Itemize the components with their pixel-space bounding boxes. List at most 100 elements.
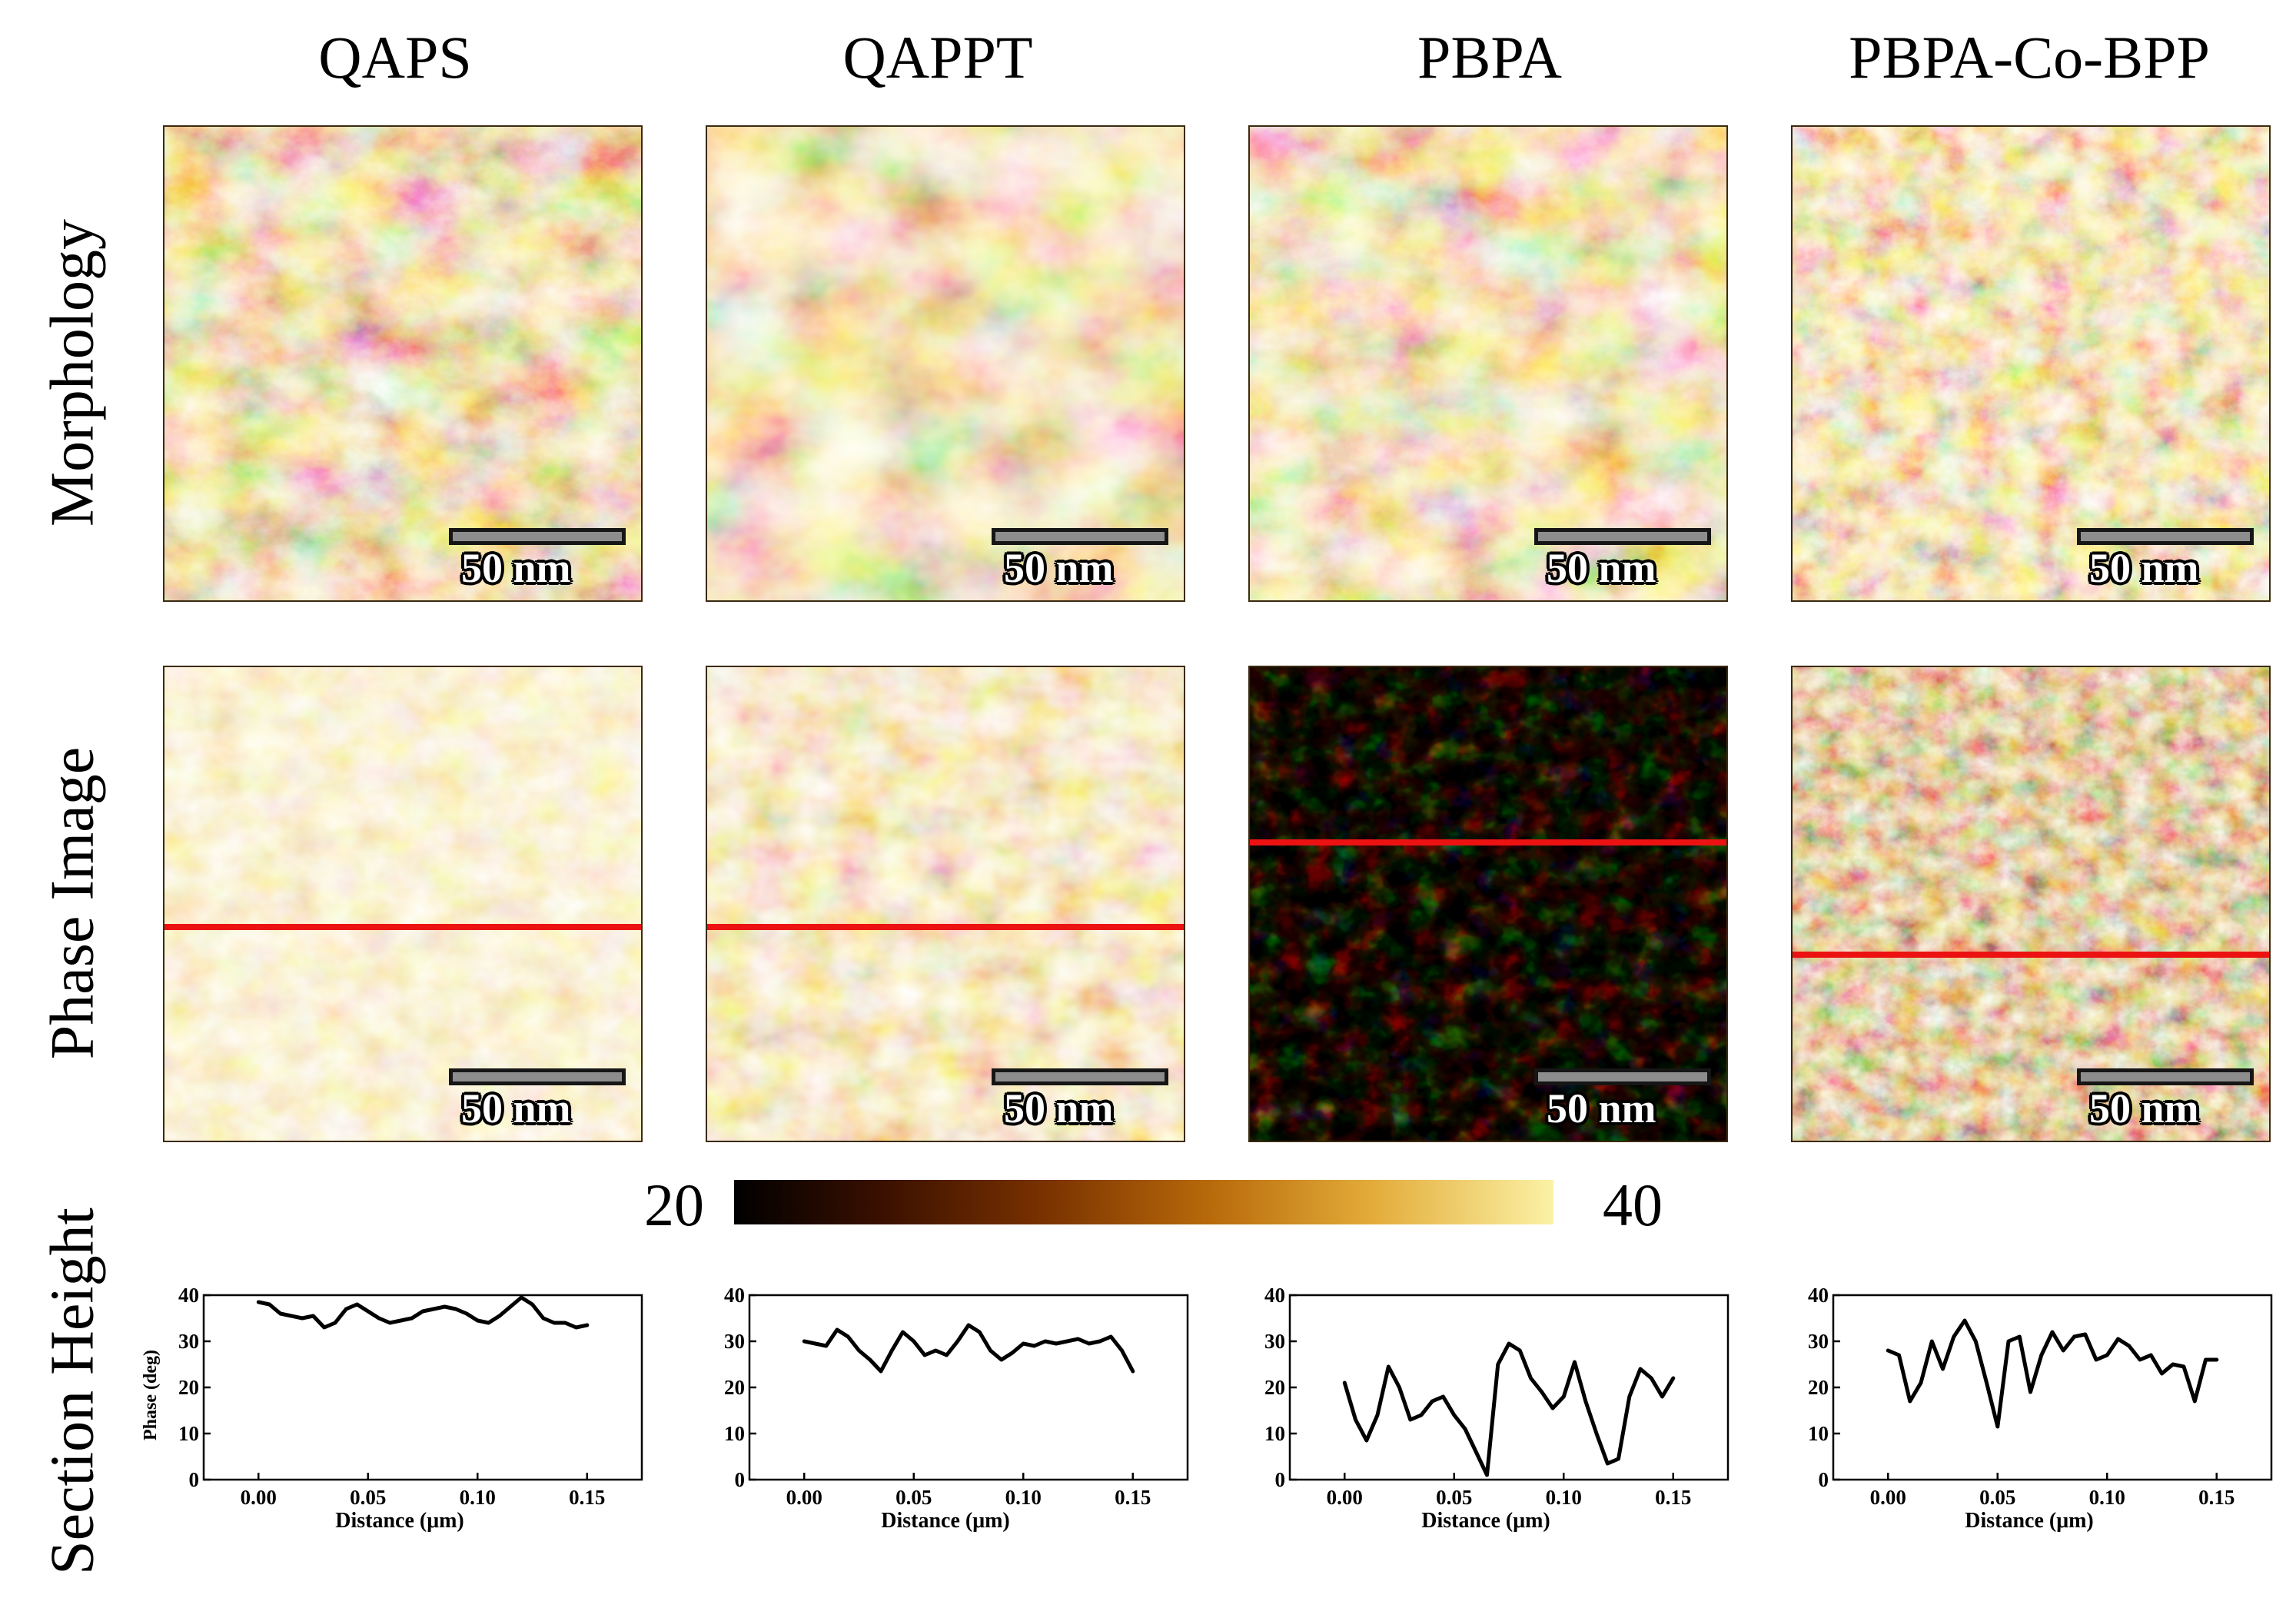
afm-texture: [1793, 667, 2269, 1141]
scale-bar: 50 nm: [1534, 1068, 1711, 1131]
phase-image-qappt: 50 nm: [706, 666, 1185, 1142]
scale-bar: 50 nm: [2077, 1068, 2254, 1131]
scale-bar-label: 50 nm: [1547, 1085, 1656, 1131]
x-tick-label: 0.05: [1979, 1486, 2015, 1509]
morphology-image-qaps: 50 nm: [163, 125, 643, 602]
y-tick-label: 30: [724, 1330, 745, 1353]
scale-bar-line: [2077, 528, 2254, 545]
y-tick-label: 0: [189, 1468, 200, 1491]
y-tick-label: 20: [724, 1376, 745, 1399]
x-tick-label: 0.05: [350, 1486, 386, 1509]
plot-frame: [202, 1294, 643, 1481]
section-line: [1793, 952, 2269, 958]
y-tick-label: 40: [724, 1284, 745, 1307]
scale-bar-label: 50 nm: [1004, 1085, 1114, 1131]
x-tick-label: 0.05: [1436, 1486, 1472, 1509]
plot-frame: [1288, 1294, 1729, 1481]
colorbar: [734, 1180, 1553, 1224]
x-tick-label: 0.15: [569, 1486, 605, 1509]
phase-image-pbpa: 50 nm: [1248, 666, 1728, 1142]
y-tick-label: 0: [735, 1468, 746, 1491]
plot-frame: [1832, 1294, 2273, 1481]
morphology-image-qappt: 50 nm: [706, 125, 1185, 602]
column-title-pbpa: PBPA: [1417, 24, 1562, 91]
row-label-section-height: Section Height: [38, 1208, 107, 1575]
y-tick-label: 10: [724, 1422, 745, 1445]
x-tick-label: 0.15: [2198, 1486, 2235, 1509]
scale-bar: 50 nm: [449, 528, 626, 591]
scale-bar-label: 50 nm: [1547, 545, 1656, 591]
x-tick-label: 0.00: [241, 1486, 277, 1509]
section-line: [707, 924, 1184, 930]
afm-texture: [707, 127, 1184, 600]
afm-texture: [707, 667, 1184, 1141]
x-tick-label: 0.15: [1655, 1486, 1691, 1509]
y-tick-label: 10: [1808, 1422, 1829, 1445]
y-tick-label: 10: [178, 1422, 199, 1445]
x-tick-label: 0.10: [460, 1486, 496, 1509]
y-tick-label: 40: [178, 1284, 199, 1307]
phase-profile-line: [1886, 1318, 2219, 1429]
scale-bar: 50 nm: [2077, 528, 2254, 591]
x-tick-label: 0.15: [1115, 1486, 1151, 1509]
afm-texture: [164, 127, 641, 600]
scale-bar-line: [449, 528, 626, 545]
y-tick-label: 40: [1808, 1284, 1829, 1307]
scale-bar: 50 nm: [992, 528, 1168, 590]
phase-image-qaps: 50 nm: [163, 666, 643, 1142]
scale-bar-line: [992, 528, 1168, 545]
phase-image-pbpa-co-bpp: 50 nm: [1791, 666, 2271, 1142]
column-title-qaps: QAPS: [318, 24, 472, 91]
scale-bar-line: [2077, 1068, 2254, 1085]
phase-profile-line: [1342, 1341, 1676, 1477]
colorbar-min-label: 20: [644, 1171, 704, 1238]
x-tick-label: 0.00: [786, 1486, 822, 1509]
afm-texture: [1250, 667, 1726, 1141]
row-label-phase-image: Phase Image: [38, 746, 107, 1060]
section-chart-qaps: 0.00 0.05 0.10 0.15 0 10 20 30 40 Distance (μm) Ph…: [141, 1284, 643, 1533]
morphology-image-pbpa: 50 nm: [1248, 125, 1728, 602]
scale-bar: 50 nm: [449, 1068, 626, 1130]
y-tick-label: 30: [178, 1330, 199, 1353]
section-chart-qappt: 0.00 0.05 0.10 0.15 0 10 20 30 40 Distance (μm): [724, 1284, 1189, 1533]
scale-bar-label: 50 nm: [2089, 545, 2199, 591]
y-tick-label: 20: [1264, 1376, 1285, 1399]
x-tick-label: 0.00: [1870, 1486, 1906, 1509]
y-tick-label: 0: [1275, 1468, 1286, 1491]
afm-texture: [1250, 127, 1726, 600]
y-tick-label: 0: [1819, 1468, 1829, 1491]
phase-profile-line: [802, 1323, 1135, 1374]
y-tick-label: 10: [1264, 1422, 1285, 1445]
y-tick-label: 30: [1808, 1330, 1829, 1353]
morphology-image-pbpa-co-bpp: 50 nm: [1791, 125, 2271, 602]
row-label-morphology: Morphology: [38, 219, 107, 527]
scale-bar-label: 50 nm: [2089, 1085, 2199, 1131]
y-tick-label: 30: [1264, 1330, 1285, 1353]
x-tick-label: 0.10: [1546, 1486, 1582, 1509]
y-tick-label: 20: [178, 1376, 199, 1399]
x-tick-label: 0.05: [895, 1486, 932, 1509]
x-tick-label: 0.10: [2089, 1486, 2125, 1509]
x-axis-label: Distance (μm): [335, 1509, 464, 1533]
afm-texture: [1793, 127, 2269, 600]
scale-bar-line: [449, 1068, 626, 1085]
scale-bar-line: [1534, 528, 1711, 545]
x-axis-label: Distance (μm): [1965, 1509, 2094, 1533]
section-line: [164, 924, 641, 930]
column-title-qappt: QAPPT: [842, 24, 1033, 91]
y-tick-label: 20: [1808, 1376, 1829, 1399]
colorbar-max-label: 40: [1603, 1171, 1663, 1238]
scale-bar: 50 nm: [992, 1068, 1168, 1131]
y-axis-label: Phase (deg): [141, 1350, 161, 1440]
section-chart-pbpa-co-bpp: 0.00 0.05 0.10 0.15 0 10 20 30 40 Distance (μm): [1808, 1284, 2273, 1533]
scale-bar-line: [1534, 1068, 1711, 1085]
scale-bar: 50 nm: [1534, 528, 1711, 591]
y-tick-label: 40: [1264, 1284, 1285, 1307]
section-line: [1250, 839, 1726, 846]
x-tick-label: 0.00: [1327, 1486, 1363, 1509]
x-axis-label: Distance (μm): [881, 1509, 1010, 1533]
column-title-pbpa-co-bpp: PBPA-Co-BPP: [1849, 24, 2210, 91]
scale-bar-label: 50 nm: [461, 545, 571, 591]
afm-texture: [164, 667, 641, 1141]
section-chart-pbpa: 0.00 0.05 0.10 0.15 0 10 20 30 40 Distance (μm): [1264, 1284, 1729, 1533]
